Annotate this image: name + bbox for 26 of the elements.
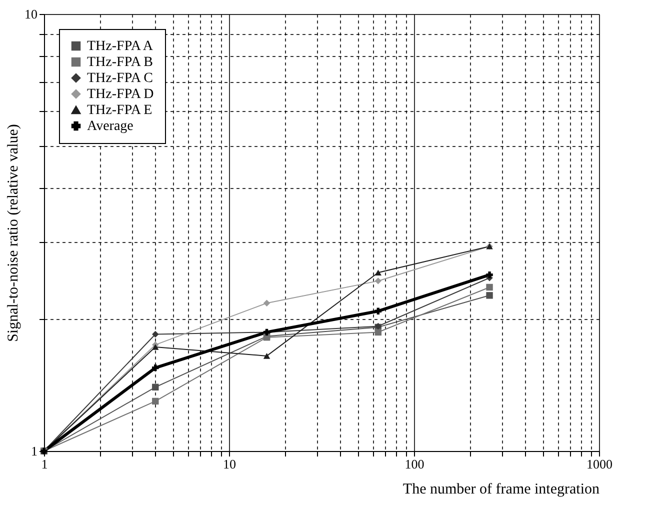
point xyxy=(152,364,159,372)
point xyxy=(152,398,159,405)
legend-label: THz-FPA E xyxy=(87,103,152,118)
point xyxy=(152,344,159,350)
point xyxy=(374,308,382,314)
point xyxy=(374,270,382,276)
point xyxy=(374,278,382,284)
point xyxy=(486,271,493,278)
point xyxy=(152,384,159,390)
point xyxy=(263,300,270,306)
point xyxy=(374,328,382,336)
point xyxy=(486,292,493,299)
x-tick-label: 1000 xyxy=(586,456,612,472)
point xyxy=(486,284,493,291)
legend-label: THz-FPA B xyxy=(87,55,154,70)
x-axis-title: The number of frame integration xyxy=(402,482,600,498)
x-tick-label: 1 xyxy=(41,456,48,472)
legend-label: THz-FPA C xyxy=(87,71,154,86)
legend-label: THz-FPA A xyxy=(87,39,154,54)
point xyxy=(152,330,159,338)
legend-label: THz-FPA D xyxy=(87,87,154,102)
x-tick-label: 100 xyxy=(404,456,424,472)
point xyxy=(263,353,270,359)
legend-label: Average xyxy=(87,119,134,134)
x-tick-label: 10 xyxy=(223,456,236,472)
y-axis-title: Signal-to-noise ratio (relative value) xyxy=(6,124,22,342)
